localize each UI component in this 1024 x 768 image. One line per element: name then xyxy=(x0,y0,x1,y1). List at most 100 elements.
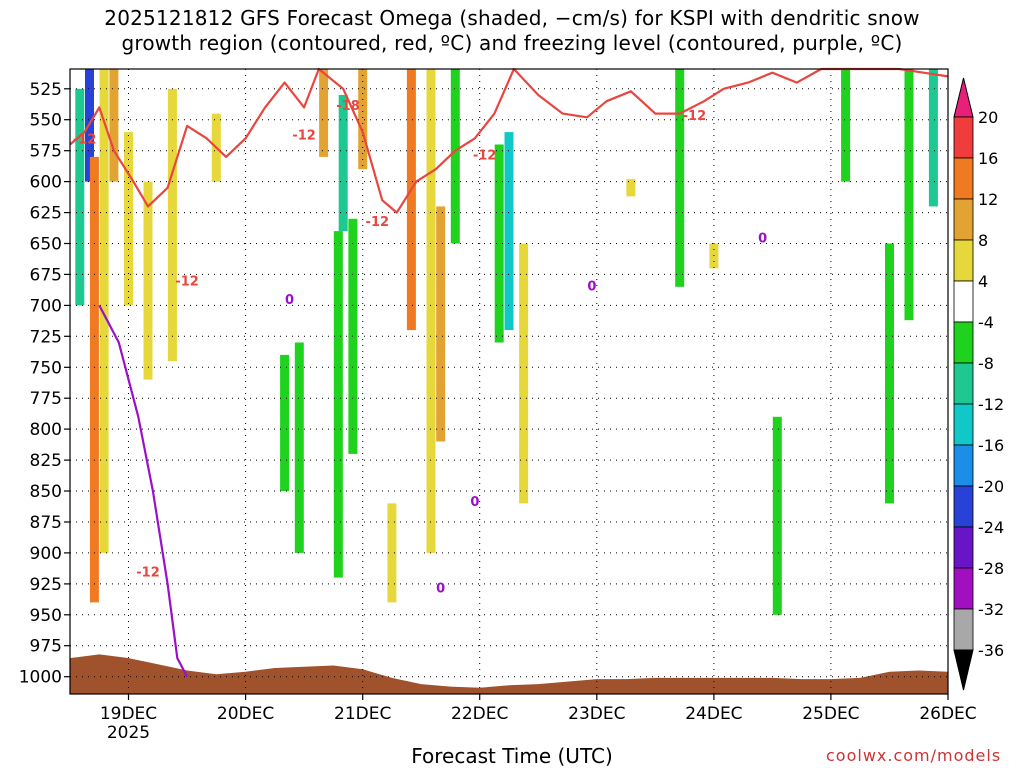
colorbar-bin xyxy=(953,403,974,446)
colorbar-bin xyxy=(953,485,974,528)
colorbar-bin xyxy=(953,239,974,282)
y-tick-label: 625 xyxy=(30,204,62,224)
dgz-contour-label: -12 xyxy=(175,275,199,290)
omega-shade-cell xyxy=(280,354,290,491)
omega-shade-cell xyxy=(494,144,504,343)
colorbar-tick-label: -36 xyxy=(978,641,1004,660)
dgz-contour-label: -18 xyxy=(336,99,360,114)
colorbar-bin xyxy=(953,444,974,487)
omega-shade-cell xyxy=(426,69,436,553)
omega-shade-cell xyxy=(99,69,109,553)
colorbar-bin xyxy=(953,321,974,364)
x-tick-label: 23DEC xyxy=(568,704,625,724)
x-tick-label: 26DEC xyxy=(919,704,976,724)
source-credit: coolwx.com/models xyxy=(826,746,1002,765)
omega-shade-cell xyxy=(675,69,685,287)
dgz-contour-label: -12 xyxy=(292,129,316,144)
chart-title-line2: growth region (contoured, red, ºC) and f… xyxy=(121,31,903,55)
dgz-contour-label: -12 xyxy=(473,148,497,163)
colorbar-tick-label: -8 xyxy=(978,354,994,373)
omega-shade-cell xyxy=(333,231,343,578)
colorbar-tick-label: 16 xyxy=(978,149,998,168)
colorbar-bin xyxy=(953,157,974,200)
omega-shade-cell xyxy=(928,69,938,207)
omega-shade-cell xyxy=(167,88,177,362)
colorbar-bin xyxy=(953,362,974,405)
omega-shade-cell xyxy=(75,88,85,306)
y-tick-label: 900 xyxy=(30,544,62,564)
y-tick-label: 650 xyxy=(30,235,62,255)
colorbar-bin xyxy=(953,526,974,569)
freezing-contour-label: 0 xyxy=(436,582,445,597)
omega-shade-cell xyxy=(504,132,514,331)
x-tick-label: 22DEC xyxy=(451,704,508,724)
y-tick-label: 675 xyxy=(30,265,62,285)
colorbar: 20 16 12 8 4 -4 -8 -12 -16 -20 -24 -28 -32 -36 xyxy=(953,77,1004,691)
y-tick-label: 575 xyxy=(30,142,62,162)
colorbar-tick-label: 4 xyxy=(978,272,988,291)
colorbar-bin xyxy=(953,198,974,241)
colorbar-top-triangle xyxy=(953,77,974,118)
omega-shade-cell xyxy=(319,69,329,157)
colorbar-bin xyxy=(953,116,974,159)
colorbar-tick-label: -12 xyxy=(978,395,1004,414)
omega-shade-cell xyxy=(450,69,460,244)
omega-shade-cell xyxy=(124,132,133,306)
y-tick-label: 600 xyxy=(30,173,62,193)
colorbar-bin xyxy=(953,567,974,610)
omega-shade-cell xyxy=(436,206,446,442)
grid-layer xyxy=(70,69,949,694)
dgz-contour-label: -12 xyxy=(136,566,160,581)
y-tick-label: 925 xyxy=(30,575,62,595)
x-tick-label: 21DEC xyxy=(334,704,391,724)
colorbar-bottom-triangle xyxy=(953,649,974,691)
colorbar-tick-label: -4 xyxy=(978,313,994,332)
freezing-contour-label: 0 xyxy=(587,280,596,295)
omega-shade-cell xyxy=(294,342,304,553)
y-tick-label: 800 xyxy=(30,420,62,440)
omega-shade-cell xyxy=(841,69,851,182)
x-year-label: 2025 xyxy=(107,723,150,743)
dgz-contour-label: -12 xyxy=(366,215,390,230)
y-tick-label: 775 xyxy=(30,389,62,409)
y-tick-label: 850 xyxy=(30,482,62,502)
omega-shade-cell xyxy=(406,69,416,331)
colorbar-tick-label: -20 xyxy=(978,477,1004,496)
y-tick-label: 525 xyxy=(30,80,62,100)
omega-shade-cell xyxy=(772,416,782,615)
dgz-contour-label: -12 xyxy=(683,109,707,124)
x-tick-label: 24DEC xyxy=(685,704,742,724)
freezing-contour-label: 0 xyxy=(758,231,767,246)
y-tick-label: 550 xyxy=(30,111,62,131)
x-axis-title: Forecast Time (UTC) xyxy=(411,744,613,768)
y-tick-label: 950 xyxy=(30,606,62,626)
dgz-contour-line xyxy=(69,67,949,214)
omega-shade-cell xyxy=(387,503,397,603)
terrain-fill xyxy=(70,654,948,694)
omega-shade-cell xyxy=(338,95,348,232)
y-tick-label: 1000 xyxy=(19,668,62,688)
freezing-level-contour-line xyxy=(98,304,189,678)
x-tick-label: 20DEC xyxy=(217,704,274,724)
colorbar-bin xyxy=(953,608,974,651)
omega-shade-cell xyxy=(904,69,914,321)
y-tick-label: 750 xyxy=(30,358,62,378)
omega-shade-cell xyxy=(626,179,636,197)
colorbar-tick-label: 20 xyxy=(978,108,998,127)
omega-shade-cell xyxy=(109,69,119,182)
y-tick-label: 975 xyxy=(30,637,62,657)
terrain-layer xyxy=(70,654,948,694)
y-tick-label: 725 xyxy=(30,327,62,347)
x-tick-label: 19DEC xyxy=(100,704,157,724)
x-tick-label: 25DEC xyxy=(802,704,859,724)
freezing-contour-label: 0 xyxy=(470,495,479,510)
axes-layer: 525 550 575 600 625 650 675 700 725 750 775 800 825 8… xyxy=(19,68,977,743)
omega-shade-cell xyxy=(89,156,99,603)
colorbar-tick-label: -16 xyxy=(978,436,1004,455)
dgz-contour-label: -12 xyxy=(73,132,97,147)
omega-shade-cell xyxy=(519,243,529,504)
plot-frame xyxy=(69,68,949,695)
chart-title-line1: 2025121812 GFS Forecast Omega (shaded, −… xyxy=(104,6,920,30)
freezing-contour-label: 0 xyxy=(285,293,294,308)
